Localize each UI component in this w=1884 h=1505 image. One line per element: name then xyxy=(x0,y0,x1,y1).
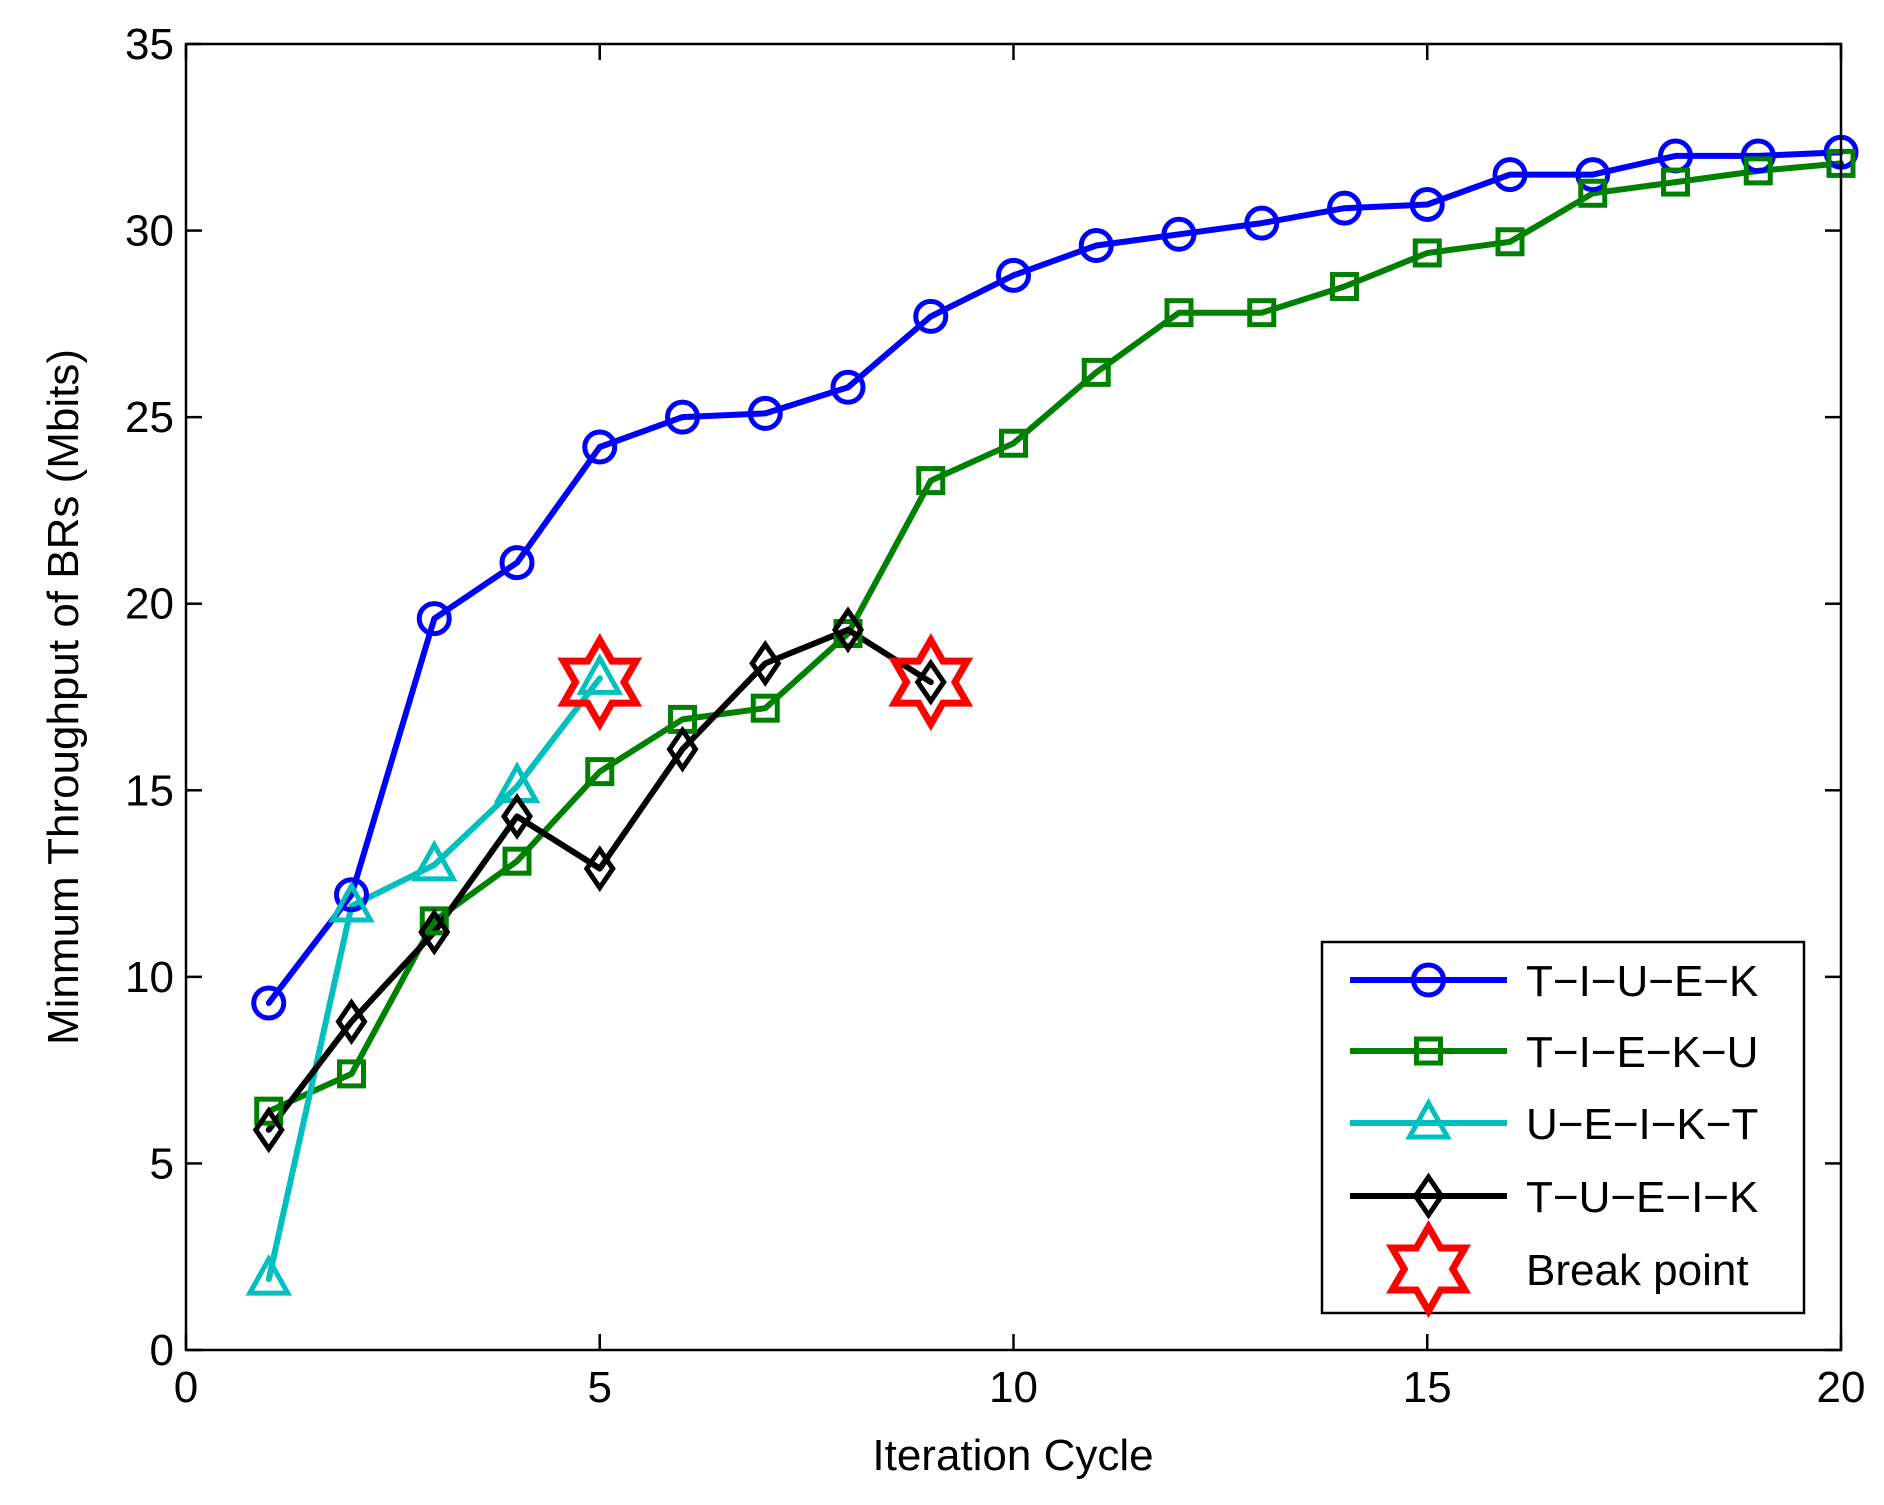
data-point-series-3 xyxy=(576,653,624,695)
data-point-series-3 xyxy=(410,839,458,882)
data-point-series-2 xyxy=(1495,227,1525,257)
data-point-series-2 xyxy=(1081,357,1111,387)
data-point-series-1 xyxy=(1740,138,1776,174)
y-tick-label: 30 xyxy=(125,207,174,256)
legend-marker-1 xyxy=(1411,962,1446,998)
data-point-series-2 xyxy=(1661,167,1690,197)
data-point-series-4 xyxy=(914,658,947,706)
legend-marker-3 xyxy=(1405,1097,1452,1140)
data-point-series-1 xyxy=(499,545,535,581)
data-point-series-2 xyxy=(1330,272,1359,302)
data-point-series-2 xyxy=(1164,298,1194,328)
y-tick-label: 25 xyxy=(125,393,174,442)
x-tick-label: 10 xyxy=(989,1363,1038,1412)
x-axis-title: Iteration Cycle xyxy=(872,1431,1153,1480)
data-point-series-4 xyxy=(831,606,865,654)
x-tick-label: 5 xyxy=(588,1363,612,1412)
data-point-series-4 xyxy=(418,908,451,956)
data-point-series-1 xyxy=(416,601,452,637)
data-point-series-1 xyxy=(1078,227,1114,263)
plot-frame xyxy=(184,42,1843,1352)
series-line-3 xyxy=(265,675,603,1283)
x-tick-label: 0 xyxy=(174,1363,198,1412)
data-point-series-1 xyxy=(996,257,1031,293)
x-tick-label: 15 xyxy=(1403,1363,1452,1412)
break-point-markers xyxy=(557,633,974,732)
data-point-series-1 xyxy=(1492,157,1528,193)
data-point-series-3 xyxy=(245,1253,293,1296)
data-point-series-1 xyxy=(251,985,287,1021)
y-tick-label: 5 xyxy=(150,1139,174,1188)
legend-label: U−E−I−K−T xyxy=(1526,1100,1758,1149)
y-axis-title: Minmum Throughput of BRs (Mbits) xyxy=(39,349,88,1045)
break-point-marker xyxy=(557,633,643,732)
series-line-4 xyxy=(265,626,934,1133)
series-markers xyxy=(245,134,1859,1296)
y-tick-label: 20 xyxy=(125,580,174,629)
data-point-series-1 xyxy=(747,395,783,431)
data-point-series-1 xyxy=(1161,216,1197,252)
data-point-series-4 xyxy=(749,639,782,687)
data-point-series-4 xyxy=(252,1106,285,1154)
legend-label: T−I−U−E−K xyxy=(1526,957,1758,1006)
data-point-series-4 xyxy=(335,998,368,1046)
data-point-series-2 xyxy=(502,846,532,876)
legend-marker-break-point xyxy=(1386,1219,1471,1319)
data-point-series-1 xyxy=(665,399,700,435)
data-point-series-2 xyxy=(999,428,1028,458)
data-point-series-2 xyxy=(1743,156,1773,186)
y-tick-label: 0 xyxy=(150,1326,174,1375)
data-point-series-1 xyxy=(830,369,866,405)
data-point-series-2 xyxy=(585,757,615,787)
break-point-marker xyxy=(888,633,974,732)
legend-marker-2 xyxy=(1414,1036,1443,1066)
data-point-series-1 xyxy=(1244,205,1280,241)
data-point-series-4 xyxy=(666,725,699,773)
data-point-series-4 xyxy=(500,792,534,840)
data-point-series-1 xyxy=(582,429,618,465)
data-point-series-1 xyxy=(1409,186,1445,222)
data-point-series-2 xyxy=(1412,238,1442,268)
data-point-series-1 xyxy=(1575,157,1611,193)
legend-marker-4 xyxy=(1412,1172,1445,1220)
data-point-series-1 xyxy=(334,877,369,913)
axis-ticks: 0 5 10 15 20 0 5 10 15 20 25 30 35 xyxy=(125,20,1865,1412)
y-tick-label: 15 xyxy=(125,766,174,815)
legend-label: T−I−E−K−U xyxy=(1526,1028,1758,1077)
data-point-series-1 xyxy=(913,298,949,334)
y-tick-label: 10 xyxy=(125,953,174,1002)
y-tick-label: 35 xyxy=(125,20,174,69)
data-point-series-2 xyxy=(916,466,946,496)
legend-label: Break point xyxy=(1526,1246,1749,1295)
data-point-series-2 xyxy=(1247,298,1277,328)
legend-label: T−U−E−I−K xyxy=(1526,1173,1758,1222)
data-point-series-2 xyxy=(337,1059,366,1089)
data-point-series-1 xyxy=(1327,190,1362,226)
data-point-series-2 xyxy=(254,1096,284,1126)
data-point-series-3 xyxy=(328,880,375,923)
data-point-series-2 xyxy=(750,693,780,723)
legend: T−I−U−E−K T−I−E−K−U U−E−I−K−T T−U−E−I−K Brea… xyxy=(1320,940,1806,1319)
x-tick-label: 20 xyxy=(1817,1363,1866,1412)
data-point-series-2 xyxy=(1578,178,1608,208)
data-point-series-4 xyxy=(583,845,616,893)
